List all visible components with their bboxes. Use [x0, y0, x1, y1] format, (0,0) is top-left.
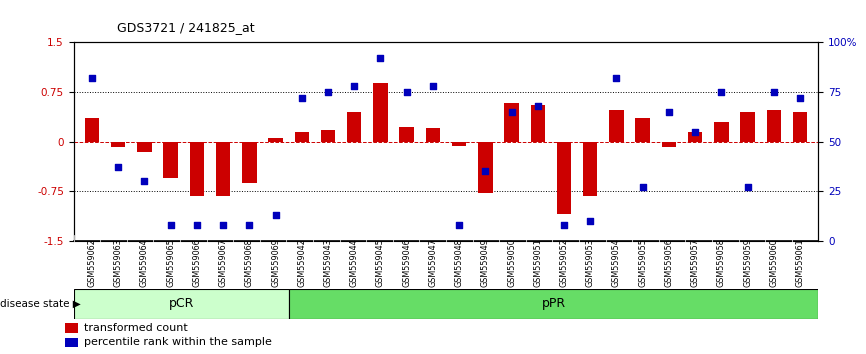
Text: GDS3721 / 241825_at: GDS3721 / 241825_at: [117, 21, 255, 34]
Bar: [288, 289, 818, 319]
Point: [216, 222, 230, 228]
Point: [426, 83, 440, 89]
Bar: [478, 142, 493, 193]
Point: [373, 56, 387, 61]
Point: [85, 75, 99, 81]
Point: [584, 218, 598, 224]
Point: [636, 184, 650, 190]
Text: GSM559054: GSM559054: [612, 238, 621, 287]
Point: [793, 95, 807, 101]
Bar: [74, 289, 288, 319]
Bar: [190, 142, 204, 196]
Text: GSM559059: GSM559059: [743, 238, 752, 287]
Bar: [85, 119, 100, 142]
Point: [740, 184, 754, 190]
Text: GSM559043: GSM559043: [324, 238, 333, 287]
Bar: [610, 110, 624, 142]
Text: GSM559049: GSM559049: [481, 238, 490, 287]
Point: [164, 222, 178, 228]
Bar: [294, 132, 309, 142]
Bar: [137, 142, 152, 152]
Text: GSM559057: GSM559057: [690, 238, 700, 287]
Point: [347, 83, 361, 89]
Text: GSM559042: GSM559042: [297, 238, 307, 287]
Text: GSM559060: GSM559060: [769, 238, 779, 287]
Bar: [65, 338, 78, 347]
Text: GSM559067: GSM559067: [218, 238, 228, 287]
Text: GSM559064: GSM559064: [140, 238, 149, 287]
Text: GSM559051: GSM559051: [533, 238, 542, 287]
Text: GSM559052: GSM559052: [559, 238, 568, 287]
Text: GSM559045: GSM559045: [376, 238, 385, 287]
Bar: [242, 142, 256, 183]
Text: percentile rank within the sample: percentile rank within the sample: [83, 337, 271, 348]
Bar: [399, 127, 414, 142]
Bar: [636, 119, 650, 142]
Bar: [504, 103, 519, 142]
Point: [688, 129, 702, 135]
Text: GSM559062: GSM559062: [87, 238, 96, 287]
Text: GSM559068: GSM559068: [245, 238, 254, 287]
Point: [321, 89, 335, 95]
Point: [242, 222, 256, 228]
Bar: [531, 105, 545, 142]
Bar: [373, 84, 388, 142]
Point: [557, 222, 571, 228]
Point: [662, 109, 675, 115]
Bar: [320, 130, 335, 142]
Point: [400, 89, 414, 95]
Bar: [766, 110, 781, 142]
Point: [714, 89, 728, 95]
Text: GSM559048: GSM559048: [455, 238, 463, 287]
Point: [767, 89, 781, 95]
Text: pCR: pCR: [169, 297, 194, 310]
Bar: [111, 142, 126, 147]
Point: [138, 178, 152, 184]
Bar: [557, 142, 572, 214]
Text: GSM559069: GSM559069: [271, 238, 280, 287]
Text: GSM559055: GSM559055: [638, 238, 647, 287]
Text: pPR: pPR: [541, 297, 565, 310]
Bar: [426, 129, 440, 142]
Bar: [583, 142, 598, 196]
Text: GSM559053: GSM559053: [585, 238, 595, 287]
Text: GSM559065: GSM559065: [166, 238, 175, 287]
Text: GSM559066: GSM559066: [192, 238, 202, 287]
Bar: [662, 142, 676, 147]
Text: GSM559063: GSM559063: [113, 238, 123, 287]
Point: [452, 222, 466, 228]
Bar: [714, 122, 728, 142]
Bar: [347, 112, 361, 142]
Bar: [792, 112, 807, 142]
Bar: [65, 324, 78, 333]
Point: [610, 75, 624, 81]
Text: GSM559056: GSM559056: [664, 238, 674, 287]
Point: [531, 103, 545, 109]
Text: GSM559046: GSM559046: [402, 238, 411, 287]
Point: [190, 222, 204, 228]
Bar: [740, 112, 755, 142]
Bar: [688, 132, 702, 142]
Text: GSM559058: GSM559058: [717, 238, 726, 287]
Point: [478, 169, 492, 174]
Text: disease state ▶: disease state ▶: [0, 298, 81, 308]
Bar: [268, 138, 282, 142]
Point: [268, 212, 282, 218]
Bar: [164, 142, 178, 178]
Bar: [452, 142, 466, 145]
Bar: [216, 142, 230, 196]
Point: [294, 95, 308, 101]
Text: GSM559047: GSM559047: [429, 238, 437, 287]
Text: GSM559044: GSM559044: [350, 238, 359, 287]
Point: [111, 165, 125, 170]
Text: GSM559061: GSM559061: [796, 238, 805, 287]
Point: [505, 109, 519, 115]
Text: transformed count: transformed count: [83, 323, 187, 333]
Text: GSM559050: GSM559050: [507, 238, 516, 287]
